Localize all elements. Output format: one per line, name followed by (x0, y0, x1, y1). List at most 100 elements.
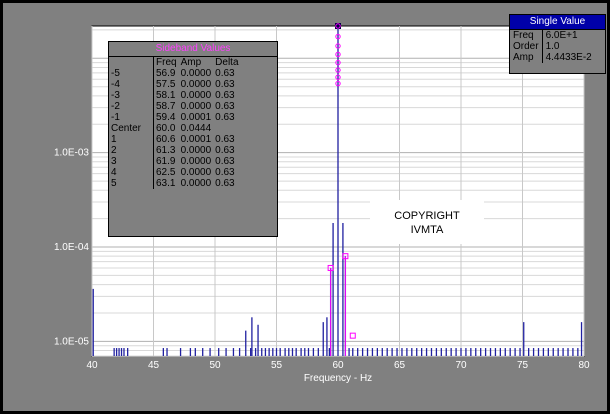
sideband-row: -4 57.5 0.0000 0.63 (109, 79, 241, 90)
sideband-order-cell: 4 (109, 167, 154, 178)
single-value-row: Order 1.0 (510, 41, 595, 52)
single-value-key: Amp (510, 52, 543, 63)
sideband-freq-cell: 61.3 (156, 145, 176, 156)
sideband-delta-cell: 0.63 (215, 134, 235, 145)
peak-marker (335, 51, 341, 58)
single-value-key: Order (510, 41, 543, 52)
x-tick-label: 60 (332, 360, 344, 371)
peak-marker (335, 67, 341, 73)
x-tick-label: 40 (86, 360, 98, 371)
sideband-table-body: -5 56.9 0.0000 0.63 -4 57.5 0.0000 0.63 -3 58.1 0.… (109, 68, 241, 189)
single-value-val: 1.0 (545, 41, 560, 52)
y-tick-label: 1.0E-03 (54, 148, 89, 159)
sideband-freq-cell: 59.4 (156, 112, 176, 123)
sideband-order-cell: -2 (109, 101, 154, 112)
y-tick-label: 1.0E-05 (54, 336, 89, 347)
sideband-freq-cell: 56.9 (156, 68, 176, 79)
sideband-row: -3 58.1 0.0000 0.63 (109, 90, 241, 101)
sideband-delta-cell: 0.63 (215, 145, 235, 156)
sideband-freq-cell: 60.6 (156, 134, 176, 145)
sideband-row: Center 60.0 0.0444 (109, 123, 241, 134)
sideband-delta-cell: 0.63 (215, 178, 235, 189)
peak-marker (335, 59, 341, 66)
sideband-amp-cell: 0.0000 (180, 145, 212, 156)
sideband-row: -1 59.4 0.0001 0.63 (109, 112, 241, 123)
sideband-delta-cell: 0.63 (215, 101, 235, 112)
sideband-amp-cell: 0.0000 (180, 79, 212, 90)
sideband-header-delta: Delta (215, 57, 239, 68)
single-value-val: 4.4433E-2 (545, 52, 592, 63)
sideband-values-panel: Sideband Values Freq Amp Delta -5 56.9 0.0… (108, 41, 278, 237)
copyright-line-2: IVMTA (410, 224, 444, 236)
copyright-box: COPYRIGHT IVMTA (370, 200, 484, 244)
sideband-marker (327, 264, 334, 271)
sideband-order-cell: 5 (109, 178, 154, 189)
sideband-row: 2 61.3 0.0000 0.63 (109, 145, 241, 156)
sideband-row: 4 62.5 0.0000 0.63 (109, 167, 241, 178)
sideband-row: 1 60.6 0.0001 0.63 (109, 134, 241, 145)
sideband-amp-cell: 0.0001 (180, 134, 212, 145)
x-tick-label: 75 (517, 360, 529, 371)
single-value-row: Amp 4.4433E-2 (510, 52, 595, 63)
sideband-row: -2 58.7 0.0000 0.63 (109, 101, 241, 112)
sideband-delta-cell: 0.63 (215, 167, 235, 178)
peak-cap-marker (335, 23, 341, 29)
single-value-key: Freq (510, 30, 543, 41)
sideband-order-cell: -4 (109, 79, 154, 90)
sideband-order-cell: 2 (109, 145, 154, 156)
sideband-freq-cell: 63.1 (156, 178, 176, 189)
sideband-header-freq: Freq (156, 57, 177, 68)
sideband-freq-cell: 58.1 (156, 90, 176, 101)
peak-marker (335, 43, 341, 49)
sideband-amp-cell: 0.0000 (180, 90, 212, 101)
sideband-panel-title: Sideband Values (109, 42, 277, 57)
sideband-order-cell: -3 (109, 90, 154, 101)
sideband-amp-cell: 0.0000 (180, 178, 212, 189)
sideband-header-row: Freq Amp Delta (109, 57, 241, 68)
single-value-panel-title: Single Value (510, 15, 605, 30)
sideband-delta-cell: 0.63 (215, 112, 235, 123)
sideband-freq-cell: 58.7 (156, 101, 176, 112)
x-tick-label: 80 (578, 360, 590, 371)
sideband-amp-cell: 0.0000 (180, 156, 212, 167)
peak-marker (335, 23, 341, 29)
sideband-order-cell: -1 (109, 112, 154, 123)
x-tick-label: 65 (394, 360, 406, 371)
sideband-order-cell: 1 (109, 134, 154, 145)
x-tick-label: 50 (209, 360, 221, 371)
peak-marker (335, 74, 341, 80)
sideband-row: 5 63.1 0.0000 0.63 (109, 178, 241, 189)
sideband-row: -5 56.9 0.0000 0.63 (109, 68, 241, 79)
sideband-header-amp: Amp (180, 57, 202, 68)
single-value-table-body: Freq 6.0E+1 Order 1.0 Amp 4.4433E-2 (510, 30, 595, 63)
peak-marker (335, 80, 341, 87)
sideband-delta-cell: 0.63 (215, 156, 235, 167)
sideband-amp-cell: 0.0000 (180, 68, 212, 79)
sideband-order-cell: Center (109, 123, 154, 134)
sideband-freq-cell: 60.0 (156, 123, 176, 134)
sideband-delta-cell: 0.63 (215, 79, 235, 90)
sideband-freq-cell: 62.5 (156, 167, 176, 178)
y-tick-label: 1.0E-04 (54, 242, 89, 253)
single-value-panel: Single Value Freq 6.0E+1 Order 1.0 Amp 4.4433… (509, 14, 606, 74)
copyright-line-1: COPYRIGHT (394, 210, 460, 222)
x-tick-label: 45 (148, 360, 160, 371)
sideband-marker (349, 332, 356, 339)
sideband-freq-cell: 61.9 (156, 156, 176, 167)
peak-marker (335, 33, 341, 40)
sideband-header-label (109, 57, 154, 68)
sideband-table: Freq Amp Delta -5 56.9 0.0000 0.63 -4 57.5 0.0… (109, 57, 241, 189)
sideband-order-cell: -5 (109, 68, 154, 79)
sideband-row: 3 61.9 0.0000 0.63 (109, 156, 241, 167)
sideband-amp-cell: 0.0001 (180, 112, 212, 123)
x-axis-label: Frequency - Hz (304, 373, 372, 384)
sideband-marker (342, 253, 349, 260)
sideband-amp-cell: 0.0000 (180, 101, 212, 112)
x-tick-label: 70 (455, 360, 467, 371)
sideband-delta-cell: 0.63 (215, 68, 235, 79)
sideband-freq-cell: 57.5 (156, 79, 176, 90)
sideband-delta-cell (213, 123, 240, 134)
sideband-order-cell: 3 (109, 156, 154, 167)
sideband-delta-cell: 0.63 (215, 90, 235, 101)
single-value-row: Freq 6.0E+1 (510, 30, 595, 41)
